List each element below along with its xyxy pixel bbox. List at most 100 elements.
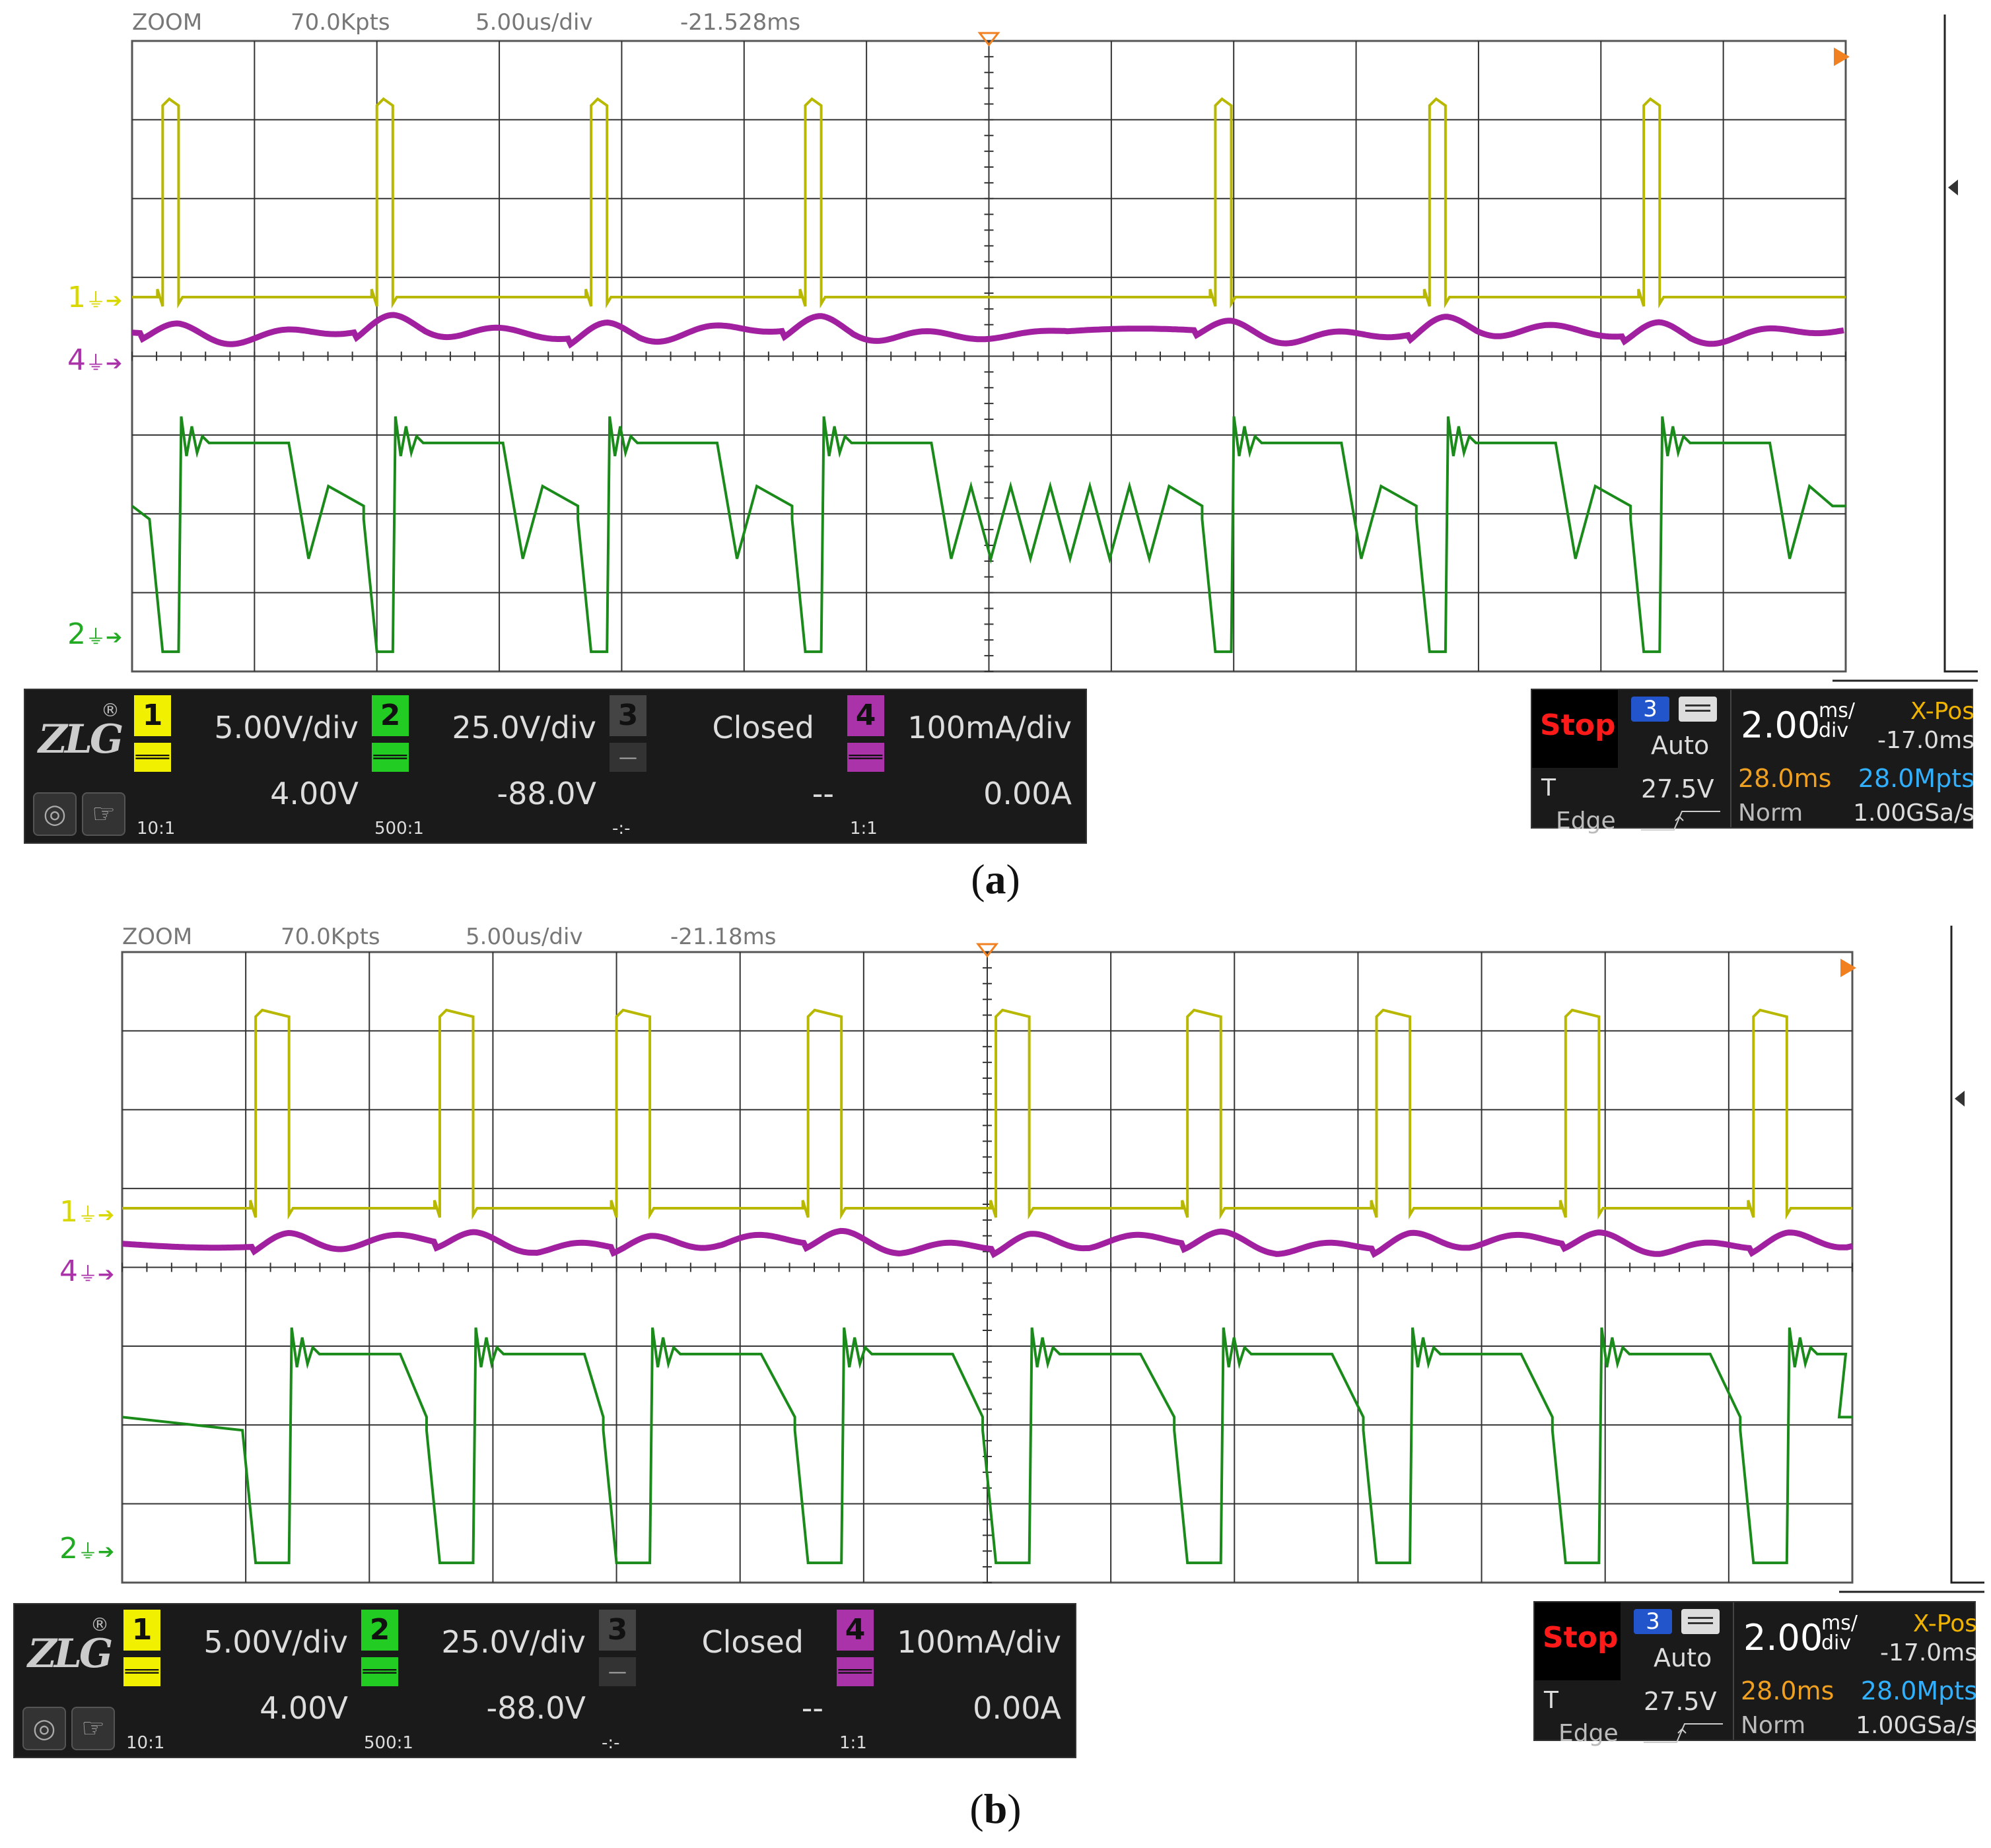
ch2-status[interactable]: 2 ═══ 500:1 25.0V/div -88.0V	[361, 1604, 599, 1757]
timebase-cell[interactable]: 2.00 ms/ div X-Pos -17.0ms 28.0ms 28.0Mp…	[1730, 690, 1981, 827]
rising-edge-icon	[1641, 811, 1720, 831]
trigger-menu-icon[interactable]	[1681, 1609, 1720, 1634]
trigger-type: Edge	[1558, 1720, 1619, 1747]
zlg-logo: ZLG ® ◎ ☞	[25, 690, 134, 842]
registered-icon: ®	[101, 699, 120, 721]
ch4-coupling-icon: ═══	[847, 743, 884, 772]
ch4-status[interactable]: 4 ═══ 1:1 100mA/div 0.00A	[837, 1604, 1074, 1757]
channel-status-bar: ZLG ® ◎ ☞ 1 ═══ 10:1 5.00V/div 4.00V 2 ═…	[24, 689, 1087, 844]
timebase-unit-top: ms/	[1819, 699, 1855, 722]
touch-lock-button[interactable]: ◎	[22, 1707, 66, 1750]
logo-mark: ZLG	[38, 716, 123, 763]
ch4-badge[interactable]: 4	[847, 695, 884, 736]
ch4-offset: 0.00A	[973, 1690, 1061, 1726]
timebase-value: 2.00	[1743, 1617, 1823, 1659]
ch4-coupling-icon: ═══	[837, 1657, 874, 1686]
ch1-offset: 4.00V	[260, 1690, 348, 1726]
ch4-status[interactable]: 4 ═══ 1:1 100mA/div 0.00A	[847, 690, 1085, 842]
acquisition-status: Stop 3 Auto T 27.5V Edge 2.00 ms/ div X-…	[1531, 689, 1974, 835]
ch4-waveform	[122, 1227, 1854, 1258]
trigger-level: 27.5V	[1641, 774, 1714, 804]
ch3-status[interactable]: 3 — -:- Closed --	[599, 1604, 837, 1757]
ch1-coupling-icon: ═══	[134, 743, 171, 772]
channel-status-bar: ZLG ® ◎ ☞ 1 ═══ 10:1 5.00V/div 4.00V 2 ═…	[13, 1603, 1076, 1758]
collapse-arrow-icon[interactable]	[1955, 1091, 1965, 1107]
ch4-level-marker[interactable]: 4⏚➔	[59, 1254, 115, 1288]
memory-points: 28.0Mpts	[1858, 764, 1974, 793]
xpos-label: X-Pos	[1910, 698, 1974, 725]
scroll-bracket	[1943, 15, 1978, 673]
ch3-badge[interactable]: 3	[610, 695, 646, 736]
ch2-status[interactable]: 2 ═══ 500:1 25.0V/div -88.0V	[372, 690, 610, 842]
zoom-position: -21.18ms	[670, 924, 777, 950]
ch3-coupling-icon: —	[599, 1657, 636, 1686]
ch2-level-marker[interactable]: 2⏚➔	[67, 617, 123, 651]
zoom-label: ZOOM	[122, 924, 193, 950]
ch1-scale: 5.00V/div	[203, 1624, 348, 1660]
trigger-source: 3	[1631, 697, 1669, 722]
ch1-status[interactable]: 1 ═══ 10:1 5.00V/div 4.00V	[134, 690, 372, 842]
ch4-scale: 100mA/div	[907, 710, 1072, 745]
zoom-time-div: 5.00us/div	[475, 9, 593, 36]
acquisition-mode: Norm	[1741, 1712, 1806, 1739]
collapse-arrow-icon[interactable]	[1948, 180, 1958, 195]
ch1-badge[interactable]: 1	[123, 1610, 160, 1651]
gesture-button[interactable]: ☞	[82, 792, 125, 836]
gesture-button[interactable]: ☞	[71, 1707, 115, 1750]
touch-lock-button[interactable]: ◎	[33, 792, 77, 836]
memory-time: 28.0ms	[1741, 1676, 1834, 1705]
caption-b: (b)	[969, 1785, 1022, 1832]
trigger-level: 27.5V	[1644, 1687, 1717, 1716]
waveform-display	[131, 15, 1978, 682]
trigger-menu-icon[interactable]	[1679, 697, 1717, 722]
run-stop-button[interactable]: Stop	[1532, 690, 1618, 768]
timebase-cell[interactable]: 2.00 ms/ div X-Pos -17.0ms 28.0ms 28.0Mp…	[1733, 1602, 1984, 1740]
ch3-probe-ratio: -:-	[602, 1733, 620, 1753]
trigger-mode: Auto	[1654, 1643, 1712, 1672]
trigger-position-marker[interactable]	[977, 32, 1000, 47]
ch3-coupling-icon: —	[610, 743, 646, 772]
ch3-badge[interactable]: 3	[599, 1610, 636, 1651]
ch1-status[interactable]: 1 ═══ 10:1 5.00V/div 4.00V	[123, 1604, 361, 1757]
trigger-level-marker[interactable]	[1834, 48, 1850, 66]
memory-time: 28.0ms	[1738, 764, 1832, 793]
ch4-level-marker[interactable]: 4⏚➔	[67, 343, 123, 377]
ch2-coupling-icon: ═══	[372, 743, 409, 772]
ch1-waveform	[132, 97, 1846, 309]
ch2-level-marker[interactable]: 2⏚➔	[59, 1532, 115, 1565]
ch2-offset: -88.0V	[486, 1690, 586, 1726]
ch2-waveform	[122, 1327, 1852, 1565]
ch3-offset: --	[801, 1690, 823, 1726]
ch1-level-marker[interactable]: 1⏚➔	[67, 281, 123, 314]
trigger-level-marker[interactable]	[1840, 959, 1856, 977]
ch2-badge[interactable]: 2	[361, 1610, 398, 1651]
trigger-source: 3	[1634, 1609, 1672, 1634]
trigger-label: T	[1541, 774, 1556, 802]
trigger-status[interactable]: 3 Auto	[1621, 1602, 1733, 1680]
ch1-badge[interactable]: 1	[134, 695, 171, 736]
ch3-scale: Closed	[712, 710, 814, 745]
trigger-status[interactable]: 3 Auto	[1618, 690, 1730, 768]
ch1-level-marker[interactable]: 1⏚➔	[59, 1195, 115, 1229]
ch1-probe-ratio: 10:1	[137, 819, 176, 838]
ch2-scale: 25.0V/div	[441, 1624, 586, 1660]
zoom-points: 70.0Kpts	[281, 924, 380, 950]
ch4-offset: 0.00A	[983, 776, 1072, 811]
ch3-status[interactable]: 3 — -:- Closed --	[610, 690, 847, 842]
ch1-offset: 4.00V	[270, 776, 359, 811]
zoom-position: -21.528ms	[680, 9, 801, 36]
trigger-position-marker[interactable]	[975, 943, 999, 958]
scope-panel-a: ZOOM 70.0Kpts 5.00us/div -21.528ms 1⏚➔ 4…	[0, 0, 1991, 903]
memory-points: 28.0Mpts	[1860, 1676, 1977, 1705]
ch4-badge[interactable]: 4	[837, 1610, 874, 1651]
run-stop-button[interactable]: Stop	[1535, 1602, 1621, 1680]
ch2-offset: -88.0V	[497, 776, 597, 811]
ch2-badge[interactable]: 2	[372, 695, 409, 736]
trigger-type: Edge	[1556, 807, 1616, 835]
ch4-scale: 100mA/div	[897, 1624, 1061, 1660]
ch4-waveform	[131, 312, 1844, 349]
ch2-probe-ratio: 500:1	[374, 819, 424, 838]
ch4-probe-ratio: 1:1	[839, 1733, 867, 1753]
ch2-coupling-icon: ═══	[361, 1657, 398, 1686]
ch1-waveform	[122, 1008, 1852, 1220]
